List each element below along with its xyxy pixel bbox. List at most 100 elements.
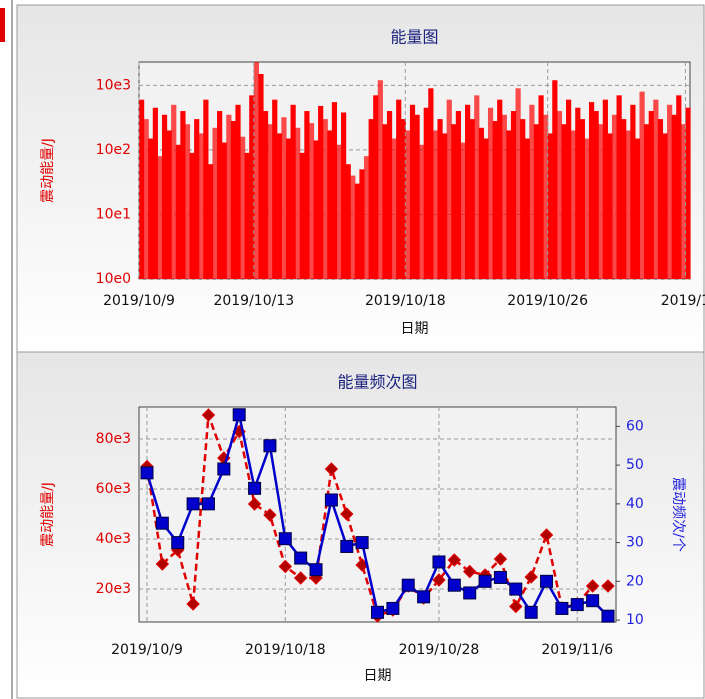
bar xyxy=(267,124,273,279)
bar xyxy=(184,124,191,279)
bar xyxy=(510,111,517,279)
marker xyxy=(570,598,584,612)
bar xyxy=(244,152,250,279)
bar xyxy=(240,136,246,279)
bar xyxy=(584,138,590,279)
bar xyxy=(295,127,301,279)
bar xyxy=(639,91,645,280)
x-tick-label: 2019/10/13 xyxy=(213,293,294,309)
bar xyxy=(671,114,677,279)
bar xyxy=(487,107,494,279)
bar xyxy=(419,144,425,279)
bar xyxy=(382,124,388,279)
bar xyxy=(533,124,540,279)
marker xyxy=(232,408,246,422)
marker xyxy=(293,571,308,585)
marker xyxy=(585,579,600,593)
y2-tick-label: 10 xyxy=(626,612,644,628)
bar xyxy=(400,119,406,280)
bar xyxy=(437,119,443,280)
bar xyxy=(465,104,471,279)
marker xyxy=(555,601,569,615)
marker xyxy=(493,552,508,566)
x-axis-label: 日期 xyxy=(364,668,392,684)
bar xyxy=(446,99,452,279)
bar xyxy=(414,114,420,279)
bar xyxy=(318,105,324,279)
marker xyxy=(155,516,169,530)
bar xyxy=(354,183,360,279)
marker xyxy=(447,578,461,592)
bar xyxy=(143,119,149,280)
bar xyxy=(474,95,480,279)
marker xyxy=(340,507,354,521)
bar xyxy=(653,99,659,279)
x-tick-label: 2019/10/18 xyxy=(245,642,326,658)
bar xyxy=(198,133,204,279)
bar xyxy=(350,175,356,279)
marker xyxy=(432,573,446,587)
marker xyxy=(493,570,507,584)
x-tick-label: 2019/1 xyxy=(661,293,705,309)
marker xyxy=(324,493,338,507)
bar xyxy=(506,130,512,279)
bar xyxy=(212,127,218,279)
bar xyxy=(175,144,181,279)
bar xyxy=(313,140,319,279)
bar xyxy=(524,138,530,279)
bar xyxy=(634,138,641,279)
bar xyxy=(207,164,214,279)
bar xyxy=(566,99,572,279)
bar xyxy=(249,95,255,279)
x-tick-label: 2019/11/6 xyxy=(541,642,613,658)
marker xyxy=(478,574,492,588)
y-tick-label: 40e3 xyxy=(96,531,131,547)
bar xyxy=(561,124,567,279)
y-axis-label: 震动能量/J xyxy=(40,482,56,547)
marker xyxy=(278,532,292,546)
bar xyxy=(166,130,172,279)
bar xyxy=(345,164,351,279)
bar xyxy=(341,112,347,279)
marker xyxy=(601,579,615,593)
bar xyxy=(276,133,282,279)
marker xyxy=(355,536,369,550)
bar xyxy=(230,121,237,279)
bar xyxy=(139,99,145,279)
bar xyxy=(285,138,292,279)
marker xyxy=(524,570,538,584)
bar xyxy=(611,114,618,279)
bar xyxy=(667,104,673,279)
y-tick-label: 10e1 xyxy=(96,206,131,222)
x-tick-label: 2019/10/26 xyxy=(507,293,588,309)
bar xyxy=(373,95,379,279)
marker xyxy=(386,601,400,615)
marker xyxy=(186,597,200,611)
bar xyxy=(556,111,563,279)
bar xyxy=(235,104,241,279)
bar xyxy=(552,80,558,279)
marker xyxy=(248,481,262,495)
marker xyxy=(371,605,384,619)
y-tick-label: 20e3 xyxy=(96,581,131,597)
y2-tick-label: 50 xyxy=(626,457,644,473)
bar xyxy=(455,111,462,279)
bar xyxy=(377,80,383,279)
bar xyxy=(593,111,599,279)
y-tick-label: 60e3 xyxy=(96,481,131,497)
bar xyxy=(396,99,402,279)
marker xyxy=(263,439,277,453)
bar xyxy=(290,104,296,279)
bar xyxy=(579,119,585,280)
x-axis-label: 日期 xyxy=(401,321,429,337)
x-tick-label: 2019/10/28 xyxy=(399,642,480,658)
bar xyxy=(386,111,393,279)
marker xyxy=(540,574,554,588)
bar xyxy=(662,133,668,279)
bar xyxy=(423,107,429,279)
bar xyxy=(152,107,158,279)
bar xyxy=(368,119,374,280)
marker xyxy=(201,497,215,511)
marker xyxy=(539,528,554,542)
